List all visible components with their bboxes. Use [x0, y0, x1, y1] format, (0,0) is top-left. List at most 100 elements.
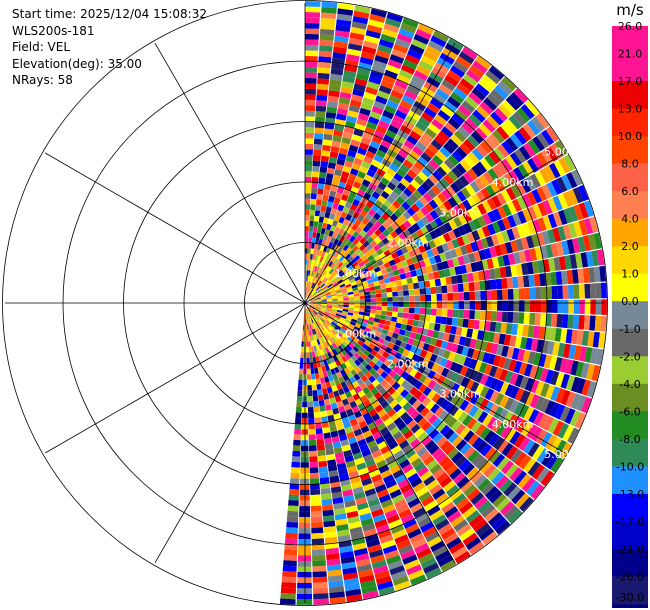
range-gate — [580, 252, 589, 268]
range-gate — [305, 313, 308, 320]
range-gate — [554, 357, 563, 372]
range-gate — [330, 208, 337, 215]
range-gate — [356, 378, 364, 386]
range-gate — [318, 50, 333, 58]
range-gate — [327, 345, 333, 352]
range-gate — [296, 593, 313, 600]
range-gate — [370, 224, 378, 233]
range-gate — [310, 483, 320, 490]
range-gate — [338, 97, 351, 105]
range-gate — [323, 234, 329, 241]
range-gate — [421, 132, 434, 143]
range-gate — [350, 532, 364, 540]
range-gate — [400, 178, 410, 188]
range-gate — [581, 330, 590, 346]
range-gate — [328, 84, 341, 92]
range-gate — [329, 344, 336, 351]
range-gate — [386, 330, 394, 338]
range-gate — [491, 257, 500, 268]
range-gate — [326, 306, 333, 309]
range-gate — [491, 195, 502, 208]
range-gate — [394, 274, 401, 281]
range-gate — [426, 360, 435, 370]
range-gate — [408, 307, 415, 314]
range-gate — [353, 10, 370, 19]
range-gate — [432, 514, 447, 526]
range-gate — [499, 369, 509, 382]
range-gate — [409, 130, 422, 141]
range-gate — [312, 395, 319, 402]
range-gate — [316, 314, 321, 319]
range-gate — [431, 247, 440, 256]
range-gate — [513, 251, 521, 264]
range-gate — [324, 335, 330, 341]
range-gate — [305, 72, 317, 79]
range-gate — [424, 178, 435, 189]
range-gate — [398, 439, 410, 450]
range-gate — [308, 270, 311, 276]
range-gate — [552, 342, 560, 356]
range-gate — [505, 323, 513, 335]
range-gate — [301, 335, 304, 342]
range-gate — [409, 377, 419, 387]
range-gate — [436, 375, 446, 385]
range-gate — [313, 260, 317, 266]
range-gate — [315, 428, 323, 435]
range-gate — [331, 308, 338, 312]
range-gate — [370, 240, 378, 248]
colorbar-tick-label: 26.0 — [618, 20, 643, 33]
range-gate — [355, 226, 363, 234]
range-gate — [320, 309, 326, 313]
range-gate — [311, 317, 315, 324]
colorbar-tick-label: -21.0 — [616, 543, 644, 556]
range-gate — [454, 247, 463, 257]
range-gate — [573, 299, 580, 314]
range-gate — [452, 227, 462, 238]
range-gate — [337, 428, 346, 436]
range-gate — [393, 449, 405, 460]
range-gate — [417, 171, 428, 182]
range-gate — [460, 327, 468, 337]
range-gate — [554, 328, 562, 342]
range-gate — [474, 496, 488, 510]
range-gate — [441, 285, 448, 294]
range-gate — [364, 251, 372, 258]
range-gate — [418, 364, 427, 374]
range-gate — [325, 293, 332, 297]
range-gate — [297, 390, 303, 397]
range-gate — [470, 492, 485, 506]
range-gate — [310, 324, 314, 330]
range-gate — [463, 430, 475, 443]
range-gate — [446, 317, 453, 326]
range-gate — [501, 230, 510, 243]
range-gate — [395, 435, 407, 445]
range-gate — [359, 382, 367, 390]
range-gate — [573, 284, 580, 299]
range-gate — [487, 353, 496, 365]
range-gate — [446, 284, 453, 293]
range-gate — [446, 240, 455, 251]
range-gate — [458, 51, 475, 65]
range-gate — [321, 300, 327, 302]
range-gate — [558, 209, 568, 225]
range-gate — [545, 313, 552, 327]
range-gate — [298, 539, 311, 545]
range-gate — [389, 399, 399, 409]
range-gate — [307, 319, 310, 325]
range-gate — [381, 28, 398, 39]
range-gate — [479, 386, 490, 398]
range-gate — [454, 363, 464, 374]
range-gate — [410, 105, 424, 117]
range-gate — [562, 425, 575, 442]
range-gate — [386, 167, 396, 177]
range-gate — [589, 347, 598, 364]
range-gate — [383, 358, 392, 367]
range-gate — [377, 216, 386, 225]
range-gate — [391, 390, 400, 400]
range-gate — [310, 340, 314, 347]
range-gate — [442, 47, 458, 60]
range-gate — [326, 274, 332, 280]
range-gate — [362, 284, 369, 289]
range-gate — [315, 422, 322, 429]
range-gate — [472, 271, 480, 282]
